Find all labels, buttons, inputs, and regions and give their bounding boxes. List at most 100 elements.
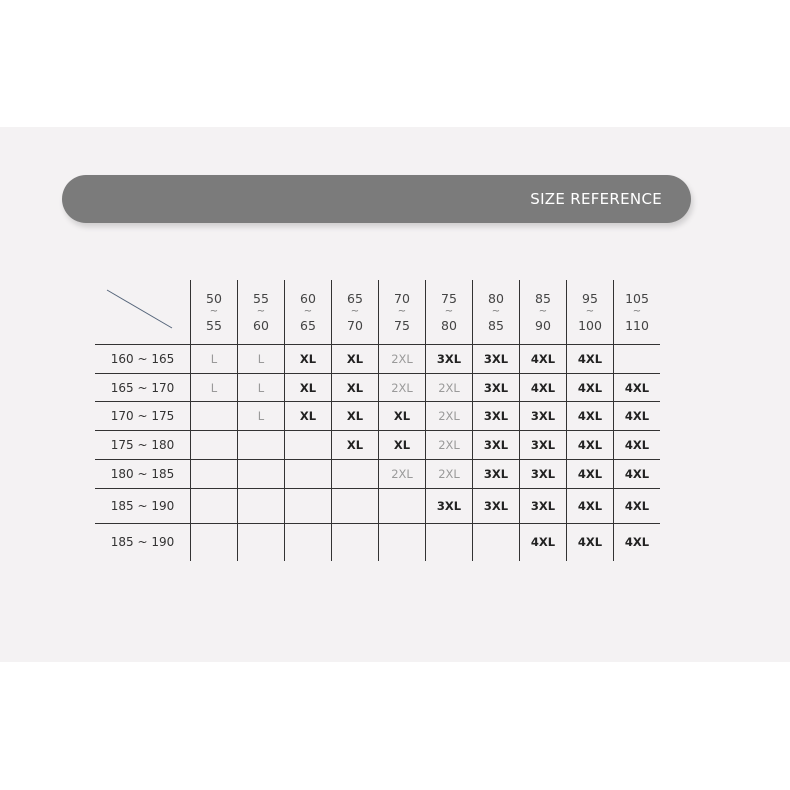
size-cell: 3XL [472, 401, 520, 431]
size-cell: XL [284, 373, 332, 402]
corner-cell [95, 280, 191, 345]
header-row: 50 ~55 55 ~60 60 ~65 65 ~70 70 ~75 75 ~80 80 ~85 85 ~90… [95, 280, 660, 345]
weight-to: 70 [347, 318, 363, 333]
size-cell: 4XL [566, 523, 614, 561]
size-cell: 4XL [566, 401, 614, 431]
size-label: 2XL [391, 467, 413, 481]
size-table: 50 ~55 55 ~60 60 ~65 65 ~70 70 ~75 75 ~80 80 ~85 85 ~90… [95, 280, 660, 561]
table-row: 185 ~ 190 4XL 4XL 4XL [95, 523, 660, 561]
weight-header: 85 ~90 [519, 280, 567, 345]
size-cell: 3XL [519, 488, 567, 524]
size-cell [331, 488, 379, 524]
range-separator: ~ [538, 306, 548, 317]
weight-header: 75 ~80 [425, 280, 473, 345]
size-cell: L [237, 401, 285, 431]
size-label: 4XL [624, 535, 650, 550]
size-cell: 3XL [472, 373, 520, 402]
height-range: 180 ~ 185 [95, 459, 191, 489]
size-cell: 4XL [519, 344, 567, 374]
weight-to: 60 [253, 318, 269, 333]
size-cell [190, 459, 238, 489]
size-label: 3XL [483, 380, 509, 395]
size-label: XL [393, 438, 411, 452]
size-cell: 4XL [613, 459, 660, 489]
size-label: 2XL [391, 380, 413, 395]
size-cell: 4XL [566, 344, 614, 374]
size-cell [237, 459, 285, 489]
size-cell [190, 488, 238, 524]
banner-title: SIZE REFERENCE [530, 190, 662, 208]
weight-header: 80 ~85 [472, 280, 520, 345]
size-cell [284, 459, 332, 489]
weight-from: 75 [441, 291, 457, 306]
weight-header: 105 ~110 [613, 280, 660, 345]
size-cell: L [237, 344, 285, 374]
weight-from: 50 [206, 291, 222, 306]
size-label: 4XL [624, 499, 650, 513]
size-cell [378, 488, 426, 524]
size-label: 2XL [438, 467, 460, 481]
size-cell: 2XL [425, 401, 473, 431]
size-cell: 4XL [613, 430, 660, 460]
size-label: 3XL [530, 438, 556, 452]
weight-to: 55 [206, 318, 222, 333]
size-cell [284, 488, 332, 524]
size-label: 4XL [577, 438, 603, 452]
range-separator: ~ [350, 306, 360, 317]
size-cell [190, 401, 238, 431]
size-cell: 3XL [519, 459, 567, 489]
table-row: 160 ~ 165 L L XL XL 2XL 3XL 3XL 4XL 4XL [95, 344, 660, 374]
size-label: 3XL [436, 352, 462, 366]
size-label: XL [346, 380, 364, 395]
size-cell: 4XL [566, 373, 614, 402]
size-cell: 2XL [378, 344, 426, 374]
size-cell: 3XL [425, 488, 473, 524]
size-cell: XL [331, 344, 379, 374]
weight-to: 100 [578, 318, 602, 333]
size-cell: L [237, 373, 285, 402]
size-cell [237, 488, 285, 524]
height-range: 185 ~ 190 [95, 488, 191, 524]
range-separator: ~ [303, 306, 313, 317]
size-label: XL [299, 380, 317, 395]
size-cell: 4XL [519, 523, 567, 561]
size-label: 4XL [577, 352, 603, 366]
size-cell: 4XL [613, 488, 660, 524]
size-label: XL [299, 352, 317, 366]
size-cell: 4XL [613, 401, 660, 431]
weight-to: 75 [394, 318, 410, 333]
size-cell: XL [331, 430, 379, 460]
size-label: 3XL [483, 499, 509, 513]
weight-header: 95 ~100 [566, 280, 614, 345]
weight-from: 60 [300, 291, 316, 306]
size-cell [331, 523, 379, 561]
size-label: L [257, 380, 265, 395]
size-cell: 4XL [519, 373, 567, 402]
weight-to: 65 [300, 318, 316, 333]
size-label: XL [346, 352, 364, 366]
size-label: L [257, 409, 265, 423]
size-cell: 4XL [566, 430, 614, 460]
size-cell [331, 459, 379, 489]
height-range: 170 ~ 175 [95, 401, 191, 431]
size-cell: 2XL [425, 459, 473, 489]
range-separator: ~ [209, 306, 219, 317]
height-range: 160 ~ 165 [95, 344, 191, 374]
size-cell: 4XL [613, 523, 660, 561]
size-label: 3XL [436, 499, 462, 513]
size-label: 3XL [483, 438, 509, 452]
size-cell: XL [284, 344, 332, 374]
size-label: L [210, 380, 218, 395]
size-label: 3XL [483, 409, 509, 423]
size-label: 4XL [577, 380, 603, 395]
weight-header: 50 ~55 [190, 280, 238, 345]
table-row: 165 ~ 170 L L XL XL 2XL 2XL 3XL 4XL 4XL 4XL [95, 373, 660, 402]
size-cell [613, 344, 660, 374]
size-cell: L [190, 344, 238, 374]
size-cell: 3XL [519, 401, 567, 431]
size-label: 3XL [483, 352, 509, 366]
size-cell [472, 523, 520, 561]
size-label: 4XL [530, 352, 556, 366]
size-cell: 2XL [425, 430, 473, 460]
size-label: 4XL [530, 380, 556, 395]
